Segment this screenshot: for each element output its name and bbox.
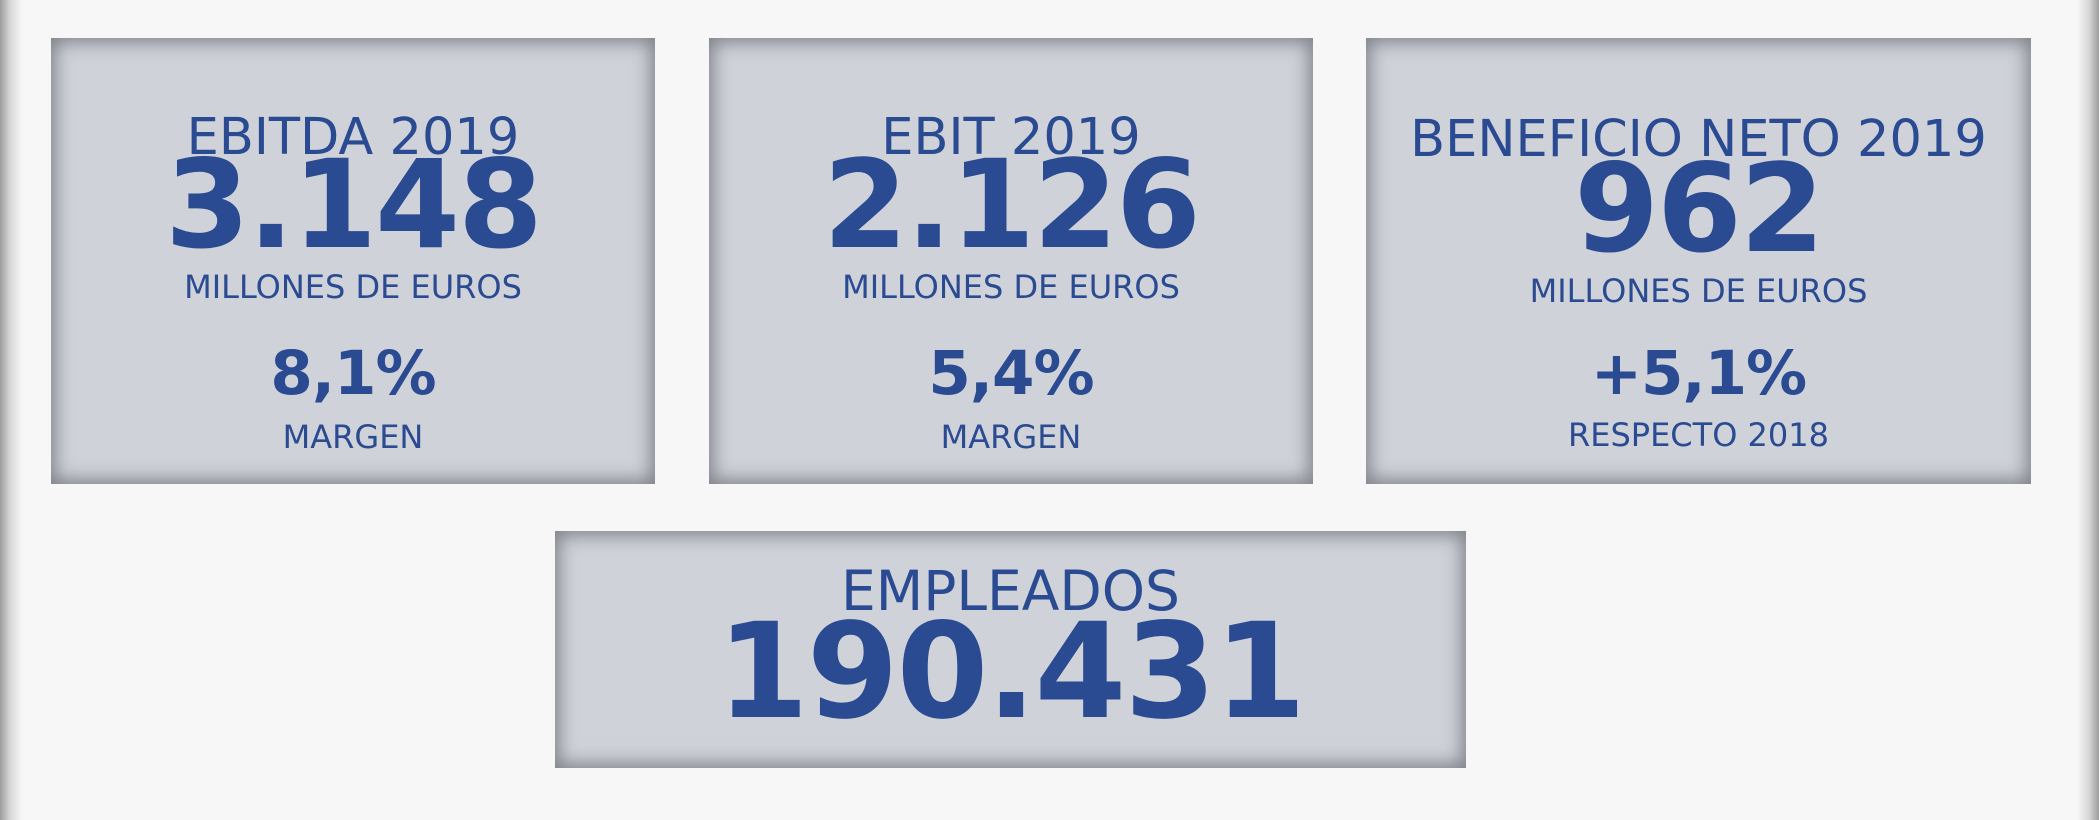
net-profit-unit: MILLONES DE EUROS	[1529, 272, 1868, 310]
employees-card: EMPLEADOS 190.431	[555, 531, 1466, 768]
ebitda-unit: MILLONES DE EUROS	[184, 268, 522, 306]
employees-title: EMPLEADOS	[841, 559, 1180, 623]
ebitda-margin-label: MARGEN	[282, 418, 424, 456]
ebit-title: EBIT 2019	[881, 108, 1141, 167]
net-profit-card: BENEFICIO NETO 2019 962 MILLONES DE EURO…	[1366, 38, 2031, 484]
page-edge-right	[2077, 0, 2099, 820]
ebit-margin-label: MARGEN	[940, 418, 1082, 456]
ebitda-card: EBITDA 2019 3.148 MILLONES DE EUROS 8,1%…	[51, 38, 655, 484]
ebitda-title: EBITDA 2019	[186, 108, 520, 167]
ebit-value: 2.126	[823, 134, 1201, 276]
net-profit-change-value: +5,1%	[1590, 338, 1807, 409]
ebit-card: EBIT 2019 2.126 MILLONES DE EUROS 5,4% M…	[709, 38, 1313, 484]
ebitda-value: 3.148	[165, 134, 543, 276]
ebitda-margin-value: 8,1%	[270, 338, 436, 409]
net-profit-value: 962	[1574, 138, 1825, 280]
net-profit-change-label: RESPECTO 2018	[1568, 416, 1829, 454]
ebit-margin-value: 5,4%	[928, 338, 1094, 409]
page-edge-left	[0, 0, 22, 820]
net-profit-title: BENEFICIO NETO 2019	[1410, 110, 1987, 169]
employees-value: 190.431	[716, 595, 1306, 749]
ebit-unit: MILLONES DE EUROS	[842, 268, 1180, 306]
